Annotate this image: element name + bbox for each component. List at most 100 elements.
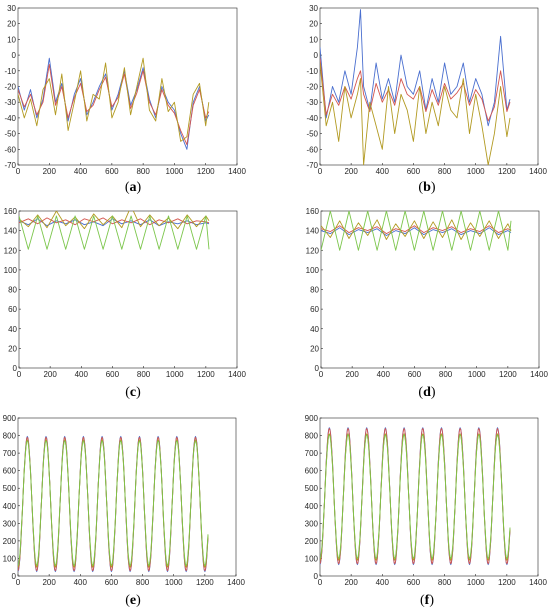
y-tick-label: -70 — [306, 161, 318, 170]
y-tick-label: -10 — [4, 67, 16, 76]
y-tick-label: -30 — [4, 98, 16, 107]
y-tick-label: 20 — [7, 20, 16, 29]
y-tick-label: 200 — [305, 537, 319, 546]
x-tick-label: 1000 — [165, 578, 183, 587]
y-tick-label: -70 — [4, 161, 16, 170]
y-tick-label: 100 — [306, 266, 320, 275]
series-line-3 — [320, 62, 511, 165]
y-tick-label: 120 — [306, 246, 320, 255]
x-tick-label: 1000 — [467, 167, 485, 176]
x-tick-label: 1000 — [166, 370, 184, 379]
x-tick-label: 1400 — [530, 370, 548, 379]
y-tick-label: 100 — [4, 266, 18, 275]
y-tick-label: -40 — [306, 114, 318, 123]
y-tick-label: 100 — [3, 554, 17, 563]
x-tick-label: 200 — [345, 370, 359, 379]
y-tick-label: 300 — [305, 519, 319, 528]
y-tick-label: 0 — [12, 51, 17, 60]
x-tick-label: 1400 — [529, 167, 547, 176]
y-tick-label: 140 — [4, 227, 18, 236]
chart-panel-a: 0 200 400 600 800 1000 1200 1400-70-60-50-40-30… — [4, 4, 246, 195]
y-tick-label: -60 — [4, 145, 16, 154]
x-tick-label: 0 — [16, 167, 21, 176]
y-tick-label: 30 — [7, 4, 16, 13]
x-tick-label: 600 — [408, 370, 422, 379]
y-tick-label: 900 — [3, 414, 17, 423]
x-tick-label: 200 — [344, 578, 358, 587]
panel-label: (d) — [418, 385, 435, 400]
x-tick-label: 800 — [438, 578, 452, 587]
y-tick-label: 700 — [3, 449, 17, 458]
y-tick-label: 600 — [3, 467, 17, 476]
y-tick-label: 60 — [310, 305, 319, 314]
y-tick-label: -60 — [306, 145, 318, 154]
panel-label: (b) — [418, 180, 435, 195]
y-tick-label: 0 — [13, 364, 18, 373]
x-tick-label: 1200 — [197, 370, 215, 379]
y-tick-label: -10 — [306, 67, 318, 76]
x-tick-label: 1200 — [498, 167, 516, 176]
y-tick-label: 500 — [305, 484, 319, 493]
y-tick-label: 160 — [4, 207, 18, 216]
series-line-4 — [320, 434, 511, 559]
y-tick-label: -50 — [4, 130, 16, 139]
x-tick-label: 400 — [377, 370, 391, 379]
y-tick-label: 300 — [3, 519, 17, 528]
x-tick-label: 200 — [42, 578, 56, 587]
x-tick-label: 800 — [137, 370, 151, 379]
series-line-2 — [18, 64, 210, 146]
x-tick-label: 800 — [136, 167, 150, 176]
y-tick-label: 400 — [3, 502, 17, 511]
y-tick-label: 0 — [314, 51, 319, 60]
y-tick-label: 200 — [3, 537, 17, 546]
x-tick-label: 600 — [105, 578, 119, 587]
x-tick-label: 400 — [376, 578, 390, 587]
y-tick-label: 10 — [7, 35, 16, 44]
chart-panel-c: 0 200 400 600 800 1000 1200 1400 0 20 40 60 80 100 120… — [4, 207, 247, 400]
x-tick-label: 800 — [438, 167, 452, 176]
series-line-2 — [320, 428, 511, 565]
x-tick-label: 600 — [407, 578, 421, 587]
y-tick-label: -30 — [306, 98, 318, 107]
y-tick-label: 900 — [305, 414, 319, 423]
plot-area — [18, 210, 238, 369]
y-tick-label: 20 — [309, 20, 318, 29]
y-tick-label: -20 — [306, 83, 318, 92]
x-tick-label: 600 — [105, 167, 119, 176]
y-tick-label: 800 — [305, 432, 319, 441]
x-tick-label: 1000 — [166, 167, 184, 176]
x-tick-label: 1400 — [228, 167, 246, 176]
x-tick-label: 0 — [318, 167, 323, 176]
x-tick-label: 0 — [319, 370, 324, 379]
series-line-3 — [18, 57, 210, 142]
y-tick-label: 140 — [306, 227, 320, 236]
x-tick-label: 1200 — [196, 578, 214, 587]
y-tick-label: 0 — [315, 364, 320, 373]
chart-panel-f: 0 200 400 600 800 1000 1200 1400 0 100 200 300 400 50… — [305, 414, 548, 608]
x-tick-label: 200 — [43, 167, 57, 176]
x-tick-label: 800 — [136, 578, 150, 587]
panel-label: (e) — [125, 593, 141, 608]
y-tick-label: 100 — [305, 554, 319, 563]
x-tick-label: 800 — [439, 370, 453, 379]
x-tick-label: 400 — [74, 167, 88, 176]
x-tick-label: 200 — [43, 370, 57, 379]
series-line-4 — [18, 440, 209, 566]
y-tick-label: -50 — [306, 130, 318, 139]
series-line-3 — [19, 211, 210, 230]
x-tick-label: 200 — [344, 167, 358, 176]
x-tick-label: 600 — [407, 167, 421, 176]
x-tick-label: 400 — [376, 167, 390, 176]
y-tick-label: 30 — [309, 4, 318, 13]
y-tick-label: 40 — [8, 325, 17, 334]
chart-panel-d: 0 200 400 600 800 1000 1200 1400 0 20 40 60 80 100 120… — [306, 207, 549, 400]
series-line-4 — [321, 211, 512, 251]
y-tick-label: 160 — [306, 207, 320, 216]
plot-area — [319, 417, 539, 577]
x-tick-label: 1000 — [467, 578, 485, 587]
x-tick-label: 400 — [75, 370, 89, 379]
y-tick-label: 20 — [310, 344, 319, 353]
y-tick-label: 40 — [310, 325, 319, 334]
panel-label: (c) — [125, 385, 141, 400]
y-tick-label: 400 — [305, 502, 319, 511]
